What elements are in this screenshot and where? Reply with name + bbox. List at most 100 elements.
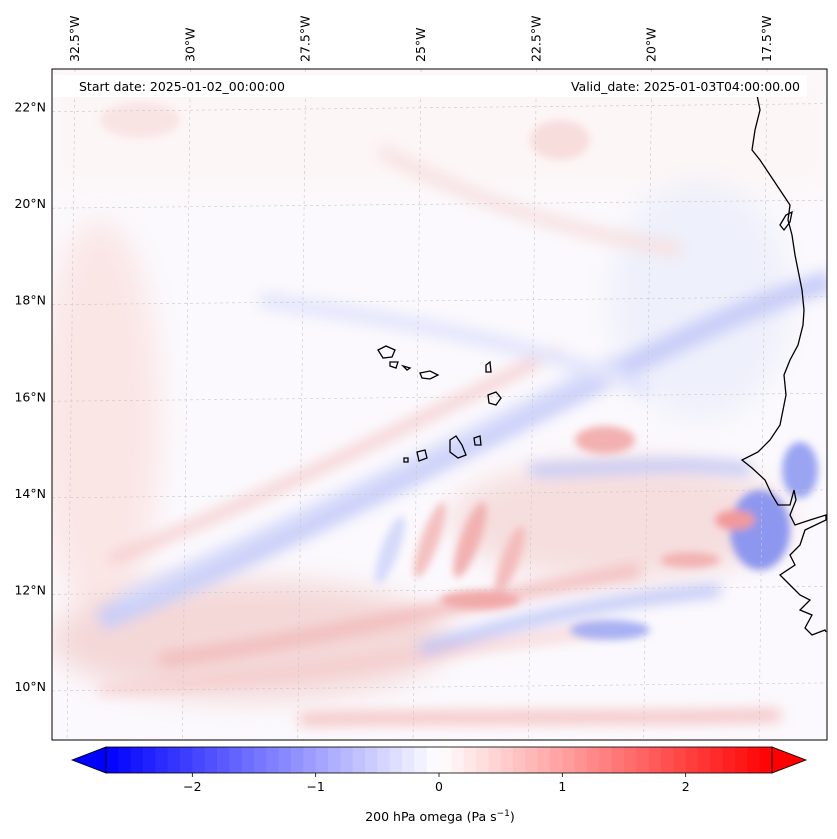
colorbar-swatch — [636, 747, 650, 773]
colorbar-label-close: ) — [510, 809, 515, 824]
colorbar-ticks: −2 −1 0 1 2 — [183, 773, 690, 794]
colorbar-swatch — [574, 747, 588, 773]
colorbar-swatch — [685, 747, 699, 773]
colorbar-swatch — [476, 747, 489, 773]
colorbar-swatch — [451, 747, 465, 773]
colorbar-swatch — [537, 747, 551, 773]
colorbar-swatch — [402, 747, 415, 773]
colorbar-tick-label: −1 — [306, 779, 324, 794]
cape-verde-islands — [377, 345, 502, 463]
gridlines — [51, 68, 828, 741]
colorbar-swatch — [414, 747, 428, 773]
colorbar-swatch — [241, 747, 255, 773]
colorbar-swatch — [624, 747, 637, 773]
latitude-tick-label: 22°N — [14, 100, 46, 115]
colorbar-label-exponent: −1 — [497, 809, 510, 819]
meridian-gridline — [528, 68, 537, 741]
coastline-detail-north — [779, 210, 793, 232]
latitude-labels: 22°N 20°N 18°N 16°N 14°N 12°N 10°N — [14, 100, 46, 694]
colorbar-swatch — [463, 747, 477, 773]
colorbar: −2 −1 0 1 2 200 hPa omega (Pa s−1) — [70, 746, 808, 824]
colorbar-swatch — [155, 747, 169, 773]
colorbar-swatch — [599, 747, 613, 773]
start-date-label: Start date: 2025-01-02_00:00:00 — [79, 79, 285, 94]
latitude-tick-label: 18°N — [14, 293, 46, 308]
colorbar-swatch — [525, 747, 539, 773]
longitude-tick-label: 22.5°W — [528, 16, 543, 62]
longitude-tick-label: 25°W — [413, 27, 428, 62]
coastline-africa — [740, 94, 827, 636]
longitude-labels: 32.5°W 30°W 27.5°W 25°W 22.5°W 20°W 17.5°W — [67, 16, 774, 62]
colorbar-swatch — [340, 747, 354, 773]
colorbar-swatch — [303, 747, 317, 773]
meridian-gridline — [412, 68, 422, 741]
colorbar-swatch — [328, 747, 341, 773]
colorbar-swatch — [229, 747, 243, 773]
colorbar-swatch — [747, 747, 761, 773]
latitude-tick-label: 16°N — [14, 389, 46, 404]
colorbar-swatch — [698, 747, 711, 773]
colorbar-swatch — [180, 747, 193, 773]
map-panel: Start date: 2025-01-02_00:00:00 Valid_da… — [51, 68, 828, 741]
colorbar-swatch — [352, 747, 366, 773]
valid-date-label: Valid_date: 2025-01-03T04:00:00.00 — [571, 79, 800, 94]
colorbar-swatch — [722, 747, 736, 773]
colorbar-swatch — [204, 747, 218, 773]
colorbar-extend-max — [771, 746, 808, 774]
meridian-gridline — [182, 68, 191, 741]
colorbar-tick-label: 0 — [435, 779, 443, 794]
colorbar-swatch — [661, 747, 674, 773]
coastlines — [377, 94, 827, 636]
colorbar-swatch — [550, 747, 563, 773]
longitude-tick-label: 32.5°W — [67, 16, 82, 62]
colorbar-swatch — [106, 747, 119, 773]
meridian-gridline — [66, 68, 76, 741]
small-features — [100, 102, 818, 640]
colorbar-swatch — [254, 747, 267, 773]
latitude-tick-label: 12°N — [14, 582, 46, 597]
colorbar-swatch — [488, 747, 502, 773]
meridian-gridline — [758, 68, 768, 741]
colorbar-swatch — [315, 747, 329, 773]
colorbar-swatch — [735, 747, 748, 773]
colorbar-swatch — [167, 747, 181, 773]
colorbar-swatch — [759, 747, 773, 773]
colorbar-swatch — [611, 747, 625, 773]
colorbar-swatch — [389, 747, 403, 773]
longitude-tick-label: 20°W — [644, 27, 659, 62]
colorbar-swatch — [143, 747, 156, 773]
colorbar-swatch — [192, 747, 206, 773]
colorbar-tick-label: 1 — [558, 779, 566, 794]
longitude-tick-label: 27.5°W — [298, 16, 313, 62]
colorbar-swatches — [106, 747, 773, 773]
meridian-gridline — [297, 68, 307, 741]
colorbar-swatch — [648, 747, 662, 773]
colorbar-swatch — [266, 747, 280, 773]
colorbar-label: 200 hPa omega (Pa s−1) — [365, 809, 515, 824]
longitude-tick-label: 17.5°W — [759, 16, 774, 62]
colorbar-swatch — [130, 747, 144, 773]
longitude-tick-label: 30°W — [182, 27, 197, 62]
map-frame — [51, 68, 828, 741]
colorbar-swatch — [217, 747, 230, 773]
colorbar-swatch — [377, 747, 391, 773]
colorbar-swatch — [439, 747, 452, 773]
latitude-tick-label: 10°N — [14, 679, 46, 694]
colorbar-swatch — [291, 747, 304, 773]
colorbar-tick-label: 2 — [682, 779, 690, 794]
colorbar-swatch — [587, 747, 600, 773]
colorbar-swatch — [710, 747, 724, 773]
latitude-tick-label: 14°N — [14, 486, 46, 501]
colorbar-swatch — [278, 747, 292, 773]
colorbar-extend-min — [70, 746, 107, 774]
colorbar-swatch — [673, 747, 687, 773]
colorbar-swatch — [365, 747, 378, 773]
bands — [95, 143, 827, 725]
header-strip — [53, 75, 807, 97]
colorbar-label-main: 200 hPa omega (Pa s — [365, 809, 496, 824]
colorbar-swatch — [118, 747, 132, 773]
colorbar-tick-label: −2 — [183, 779, 201, 794]
colorbar-swatch — [513, 747, 526, 773]
colorbar-swatch — [500, 747, 514, 773]
